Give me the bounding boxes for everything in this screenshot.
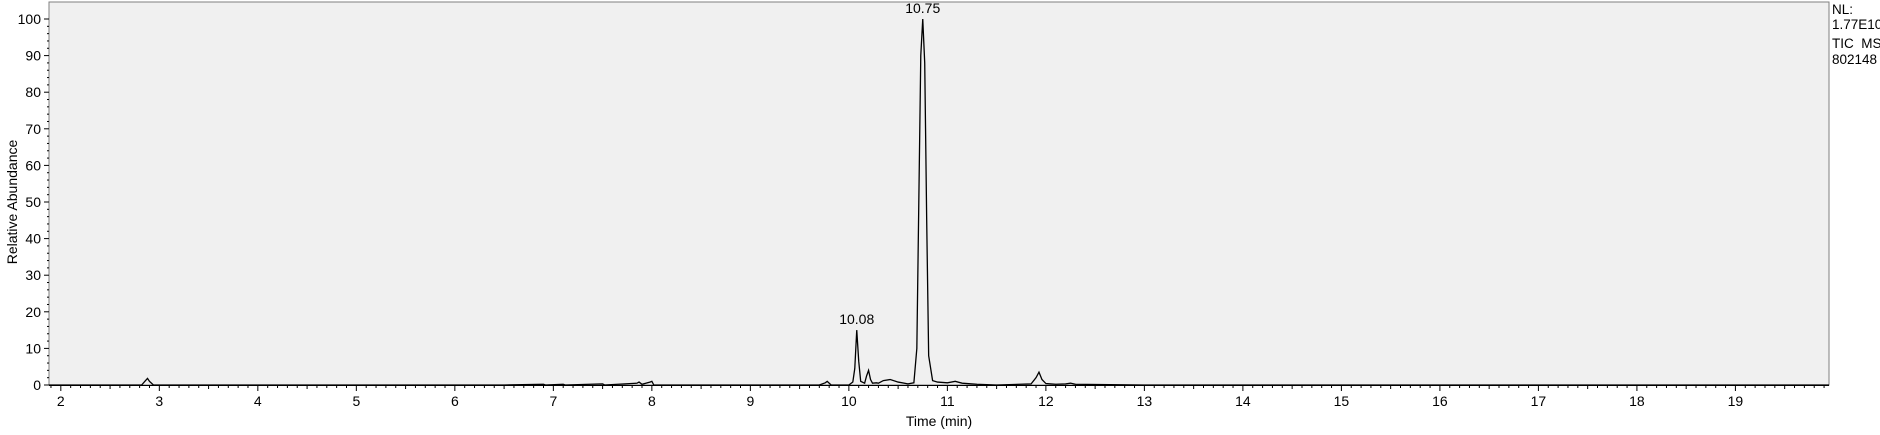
x-tick-label: 17: [1531, 393, 1547, 409]
x-tick-label: 12: [1038, 393, 1054, 409]
y-tick-label: 10: [25, 340, 41, 356]
x-tick-label: 9: [746, 393, 754, 409]
y-tick-label: 70: [25, 121, 41, 137]
x-tick-label: 14: [1235, 393, 1251, 409]
peak-label: 10.08: [839, 311, 874, 327]
y-tick-label: 0: [33, 377, 41, 393]
x-axis-ticks: 2 3 4 5 6 7 8 9 10 11 12 13 14 15 16 17 18 19: [49, 385, 1829, 409]
x-tick-label: 11: [940, 393, 955, 409]
x-tick-label: 8: [648, 393, 656, 409]
sample-id: 802148: [1832, 52, 1877, 67]
y-tick-label: 60: [25, 157, 41, 173]
y-tick-label: 30: [25, 267, 41, 283]
x-tick-label: 13: [1137, 393, 1153, 409]
y-tick-label: 80: [25, 84, 41, 100]
y-axis-title: Relative Abundance: [4, 140, 20, 265]
y-axis-ticks: 0 10 20 30 40 50 60 70 80 90 100: [18, 11, 49, 393]
y-tick-label: 20: [25, 304, 41, 320]
x-tick-label: 5: [352, 393, 360, 409]
y-tick-label: 50: [25, 194, 41, 210]
nl-value: 1.77E10: [1832, 17, 1880, 32]
x-tick-label: 18: [1629, 393, 1645, 409]
x-tick-label: 16: [1432, 393, 1448, 409]
scan-type: TIC MS: [1832, 36, 1880, 51]
plot-area: [48, 1, 1830, 386]
x-tick-label: 7: [549, 393, 557, 409]
x-tick-label: 15: [1334, 393, 1350, 409]
peak-labels: 10.08 10.75: [839, 0, 940, 327]
tic-trace-line: [49, 18, 1829, 386]
nl-label: NL:: [1832, 2, 1853, 17]
x-tick-label: 2: [57, 393, 65, 409]
y-tick-label: 90: [25, 48, 41, 64]
y-tick-label: 100: [18, 11, 42, 27]
x-tick-label: 3: [155, 393, 163, 409]
peak-label: 10.75: [905, 0, 940, 16]
x-tick-label: 19: [1728, 393, 1744, 409]
x-axis-title: Time (min): [906, 413, 972, 429]
x-tick-label: 4: [254, 393, 262, 409]
y-tick-label: 40: [25, 231, 41, 247]
x-tick-label: 10: [841, 393, 857, 409]
x-tick-label: 6: [451, 393, 459, 409]
